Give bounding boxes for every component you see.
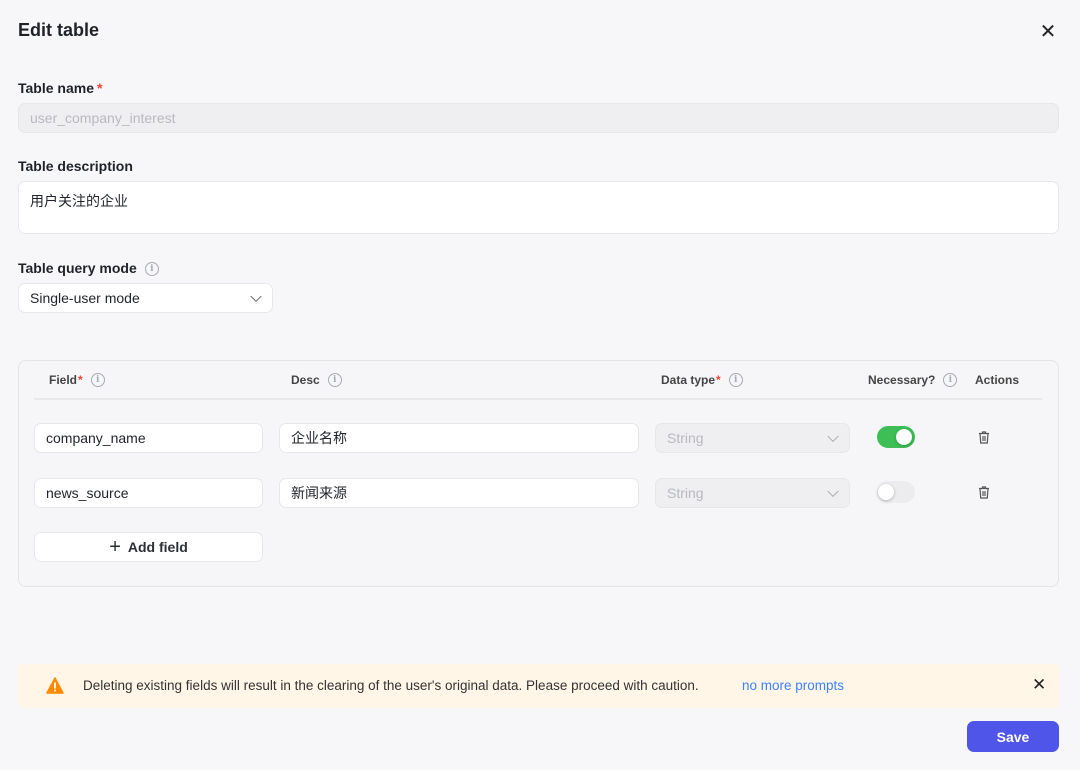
header-field: Field * i xyxy=(49,372,105,388)
field-desc-input[interactable]: 新闻来源 xyxy=(279,478,639,508)
no-more-prompts-link[interactable]: no more prompts xyxy=(742,678,845,693)
data-type-value: String xyxy=(667,485,704,501)
trash-icon[interactable] xyxy=(978,486,990,499)
query-mode-value: Single-user mode xyxy=(30,290,140,306)
trash-icon[interactable] xyxy=(978,431,990,444)
warning-alert: Deleting existing fields will result in … xyxy=(18,664,1059,708)
header-data-type: Data type * i xyxy=(661,372,743,388)
field-name-input[interactable]: news_source xyxy=(34,478,263,508)
query-mode-select[interactable]: Single-user mode xyxy=(18,283,273,313)
table-description-label: Table description xyxy=(18,158,133,174)
warning-icon xyxy=(46,677,64,694)
alert-message: Deleting existing fields will result in … xyxy=(83,678,699,693)
data-type-select[interactable]: String xyxy=(655,478,850,508)
data-type-value: String xyxy=(667,430,704,446)
add-field-button[interactable]: + Add field xyxy=(34,532,263,562)
add-field-label: Add field xyxy=(127,539,188,555)
close-icon[interactable]: ✕ xyxy=(1039,21,1057,43)
save-button[interactable]: Save xyxy=(967,721,1059,752)
header-necessary: Necessary? i xyxy=(868,372,958,388)
header-desc: Desc i xyxy=(291,372,342,388)
info-icon[interactable]: i xyxy=(327,373,342,387)
chevron-down-icon xyxy=(250,290,262,303)
chevron-down-icon xyxy=(827,430,839,443)
close-icon[interactable]: ✕ xyxy=(1032,675,1047,694)
table-description-input[interactable]: 用户关注的企业 xyxy=(18,181,1059,234)
necessary-toggle[interactable] xyxy=(877,426,915,448)
info-icon[interactable]: i xyxy=(728,373,743,387)
info-icon[interactable]: i xyxy=(90,373,105,387)
info-icon[interactable]: i xyxy=(943,373,958,387)
field-name-input[interactable]: company_name xyxy=(34,423,263,453)
field-desc-input[interactable]: 企业名称 xyxy=(279,423,639,453)
plus-icon: + xyxy=(109,535,121,558)
chevron-down-icon xyxy=(827,485,839,498)
query-mode-label: Table query mode i xyxy=(18,260,159,277)
header-actions: Actions xyxy=(975,373,1020,387)
necessary-toggle[interactable] xyxy=(877,481,915,503)
table-name-input[interactable]: user_company_interest xyxy=(18,103,1059,133)
table-name-label: Table name * xyxy=(18,80,103,96)
info-icon[interactable]: i xyxy=(144,262,159,277)
dialog-title: Edit table xyxy=(18,20,100,40)
data-type-select[interactable]: String xyxy=(655,423,850,453)
header-divider xyxy=(34,398,1042,400)
